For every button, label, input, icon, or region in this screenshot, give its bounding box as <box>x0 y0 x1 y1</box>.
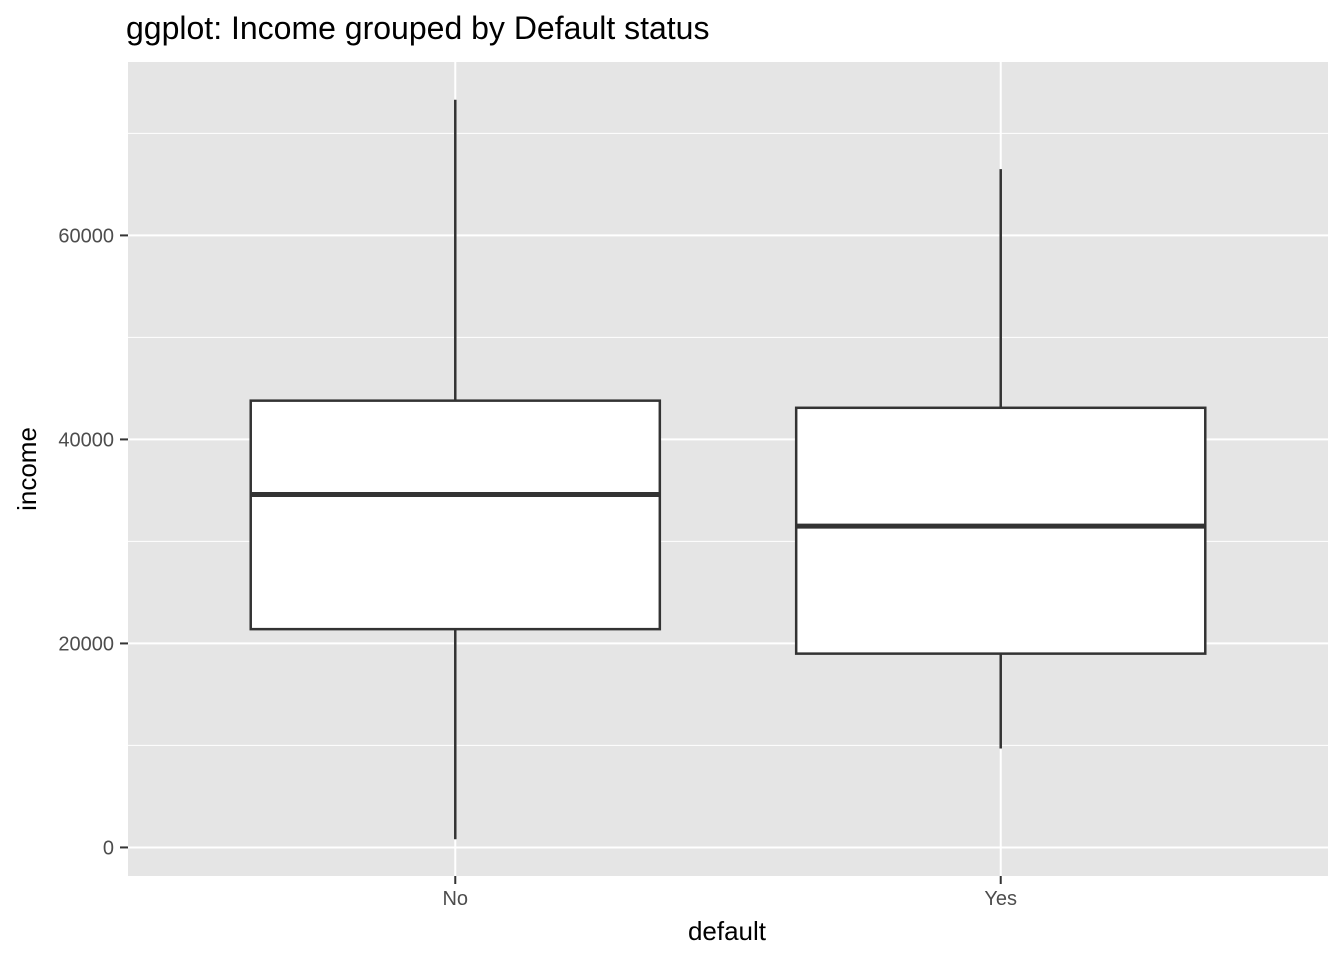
box-iqr <box>249 399 662 631</box>
y-tick-label: 40000 <box>58 429 114 451</box>
y-tick-label: 0 <box>103 837 114 859</box>
y-axis-title: income <box>12 427 42 511</box>
box-no <box>249 99 662 840</box>
y-tick-label: 60000 <box>58 225 114 247</box>
box-iqr <box>794 406 1207 655</box>
x-axis-title: default <box>688 916 767 946</box>
y-tick-label: 20000 <box>58 633 114 655</box>
axes: 0 20000 40000 60000 No Yes <box>58 225 1017 910</box>
x-tick-label: No <box>442 888 468 910</box>
x-tick-label: Yes <box>984 888 1017 910</box>
box-yes <box>794 169 1207 749</box>
chart-title: ggplot: Income grouped by Default status <box>126 10 709 46</box>
boxes <box>249 99 1207 840</box>
